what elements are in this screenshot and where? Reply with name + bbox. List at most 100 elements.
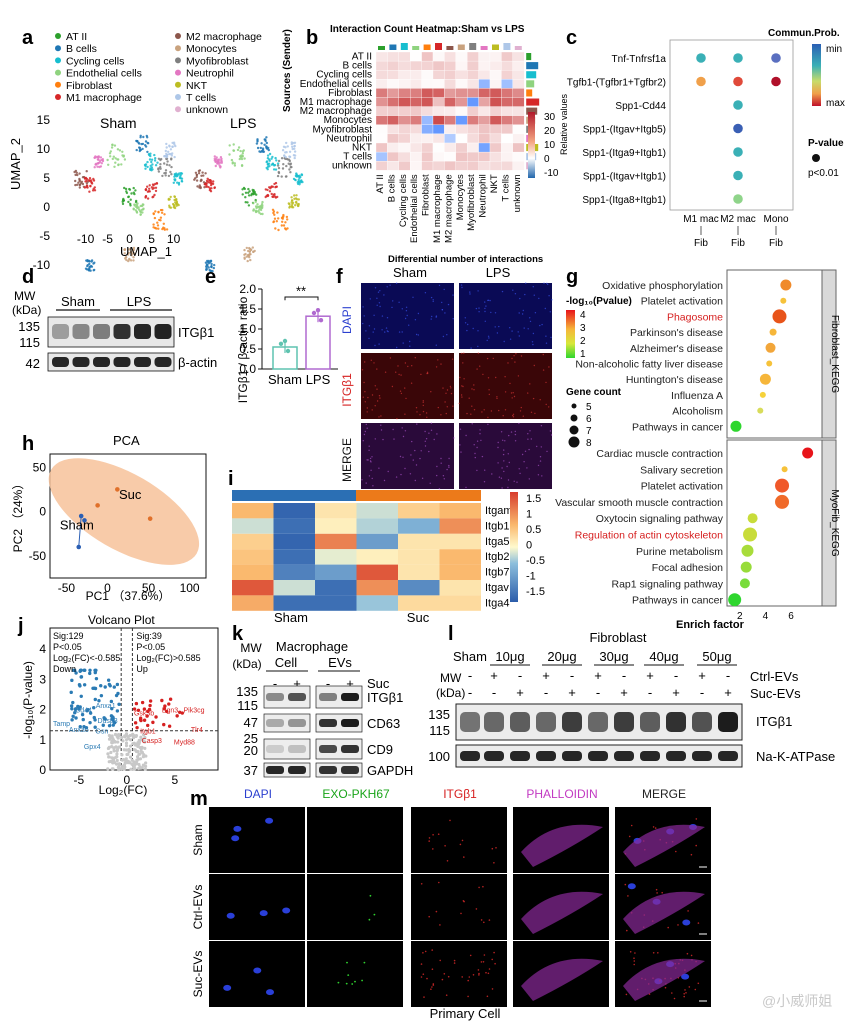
heatmap-cell — [489, 124, 502, 135]
f-signal — [476, 446, 478, 449]
f-signal — [369, 460, 372, 462]
umap-cell — [252, 202, 255, 205]
f-signal — [540, 446, 542, 448]
umap-cell — [138, 149, 141, 153]
f-signal — [517, 375, 520, 377]
heatmap-cell — [387, 124, 399, 135]
f-signal — [518, 468, 520, 470]
umap-cell — [153, 216, 157, 220]
heatmap-cell — [398, 79, 411, 89]
f-row-label: DAPI — [340, 306, 354, 334]
f-signal — [529, 320, 532, 323]
volcano-gene-up: Gsk3b — [134, 711, 154, 718]
volcano-point-ns — [106, 752, 110, 756]
volcano-point-down — [82, 668, 86, 672]
umap-cell — [150, 186, 154, 189]
d-mw-label: MW (kDa) — [12, 289, 41, 317]
volcano-point-down — [93, 670, 97, 675]
m-itgb1-signal — [488, 968, 491, 970]
f-signal — [539, 456, 542, 458]
legend-swatch — [55, 45, 61, 52]
f-signal — [426, 416, 428, 418]
heatmap-cell — [444, 79, 456, 89]
f-signal — [383, 294, 385, 296]
pca-group-label: Suc — [119, 487, 142, 502]
i-heat-cell — [439, 503, 481, 519]
k-col-label: EVs — [328, 655, 352, 670]
e-point — [282, 338, 288, 344]
f-signal — [374, 344, 376, 347]
kegg-color-tick: 4 — [580, 310, 586, 321]
f-signal — [449, 385, 452, 388]
f-signal — [432, 299, 434, 301]
e-y-tick: 0.0 — [239, 362, 256, 376]
kegg-size-dot — [568, 436, 580, 448]
m-itgb1-signal — [657, 952, 659, 954]
legend-swatch — [55, 81, 61, 88]
umap-cell — [300, 179, 303, 183]
f-signal — [495, 376, 497, 379]
f-signal — [393, 438, 395, 440]
umap-cell — [282, 224, 286, 227]
heatmap-cell — [387, 51, 399, 62]
m-itgb1-signal — [661, 891, 663, 894]
umap-cell — [296, 198, 299, 201]
umap-cell — [151, 196, 154, 199]
f-signal — [542, 369, 545, 371]
m-row-label: Sham — [191, 824, 205, 855]
f-signal — [446, 389, 449, 391]
ratio-y-label: ITGβ1 / β-actin ratio — [236, 296, 250, 403]
umap-cell — [265, 146, 268, 149]
umap-cell — [144, 188, 148, 191]
m-exo-signal — [351, 983, 354, 985]
volcano-point-ns — [126, 761, 130, 765]
m-nucleus — [259, 910, 268, 917]
m-nucleus — [253, 967, 262, 974]
umap-cell — [113, 165, 116, 168]
m-itgb1-signal — [486, 995, 489, 998]
m-itgb1-signal — [480, 961, 483, 963]
f-signal — [463, 378, 465, 380]
f-signal — [404, 430, 407, 432]
kegg-term-top: Phagosome — [667, 311, 723, 323]
f-signal — [512, 289, 514, 291]
f-signal — [494, 312, 497, 314]
d-marker: 42 — [26, 356, 40, 371]
heatmap-cell — [489, 133, 502, 144]
f-signal — [491, 473, 493, 475]
umap-cell — [256, 146, 260, 150]
f-signal — [415, 407, 418, 409]
f-signal — [510, 392, 513, 394]
f-signal — [398, 373, 400, 376]
f-signal — [541, 475, 543, 477]
f-signal — [482, 373, 484, 376]
m-itgb1-signal — [687, 910, 689, 912]
legend-label: Cycling cells — [66, 55, 124, 67]
l-band-nak — [718, 751, 738, 761]
f-signal — [545, 403, 547, 406]
heatmap-cell — [398, 124, 411, 135]
i-heat-cell — [315, 503, 357, 519]
umap-cell — [144, 167, 147, 170]
umap-cell — [265, 136, 268, 139]
umap-cell — [171, 152, 174, 155]
umap-cell — [267, 148, 270, 152]
umap-cell — [144, 164, 147, 168]
umap-cell — [74, 179, 77, 183]
f-signal — [361, 479, 363, 481]
f-signal — [371, 477, 373, 480]
umap-cell — [244, 201, 247, 204]
m-itgb1-signal — [677, 924, 679, 926]
heatmap-cell — [375, 97, 388, 107]
f-signal — [385, 327, 388, 329]
umap-cell — [78, 183, 82, 186]
k-title: Macrophage — [276, 639, 348, 654]
volcano-gene-down: Cd44 — [75, 708, 92, 715]
umap-cell — [83, 186, 87, 189]
m-itgb1-signal — [491, 958, 494, 961]
volcano-gene-down: Gpx4 — [84, 744, 101, 751]
f-signal — [465, 486, 467, 489]
umap-cell — [169, 170, 172, 174]
f-signal — [489, 299, 491, 302]
